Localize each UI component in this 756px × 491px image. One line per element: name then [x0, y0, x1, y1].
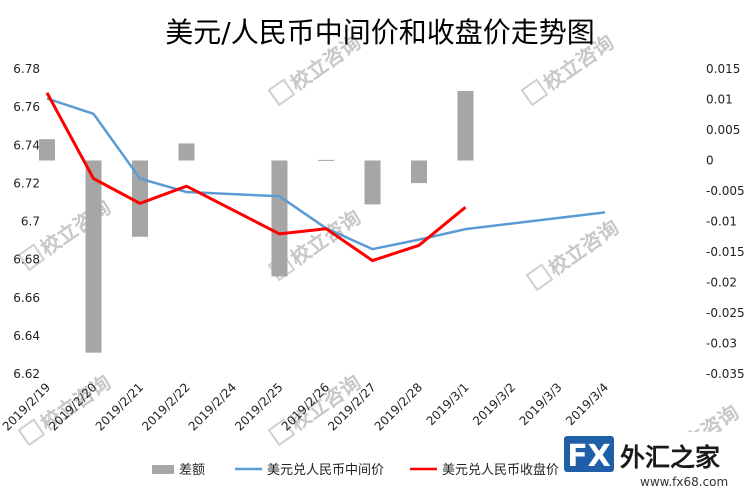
left-axis-tick-label: 6.72 — [13, 176, 40, 190]
x-axis-tick-label: 2019/2/24 — [186, 380, 239, 433]
bar-difference — [364, 160, 381, 205]
bar-difference — [178, 143, 195, 161]
bar-difference — [457, 90, 474, 161]
right-axis-tick-label: 0.01 — [706, 93, 733, 107]
bar-difference — [411, 160, 427, 184]
fx68-logo: FX 外汇之家 www.fx68.com — [560, 432, 756, 491]
watermark-text: 校立咨询 — [286, 205, 365, 271]
x-axis-tick-label: 2019/3/1 — [424, 380, 472, 428]
left-axis-tick-labels: 6.62 6.64 6.66 6.68 6.7 6.72 6.74 6.76 6.78 — [13, 62, 40, 381]
legend-label-mid-price: 美元兑人民币中间价 — [267, 463, 384, 478]
left-axis-tick-label: 6.76 — [13, 100, 40, 114]
bar-difference — [271, 160, 288, 277]
right-axis-tick-label: -0.025 — [706, 306, 745, 320]
bar-difference — [39, 139, 55, 161]
right-axis-tick-labels: -0.035 -0.03 -0.025 -0.02 -0.015 -0.01 -0.005 0… — [706, 62, 745, 381]
logo-url-text: www.fx68.com — [640, 475, 728, 489]
left-axis-tick-label: 6.62 — [13, 367, 40, 381]
right-axis-tick-label: -0.03 — [706, 337, 737, 351]
line-close-price — [45, 92, 467, 263]
legend: 差额 美元兑人民币中间价 美元兑人民币收盘价 — [152, 462, 559, 478]
right-axis-tick-label: 0.015 — [706, 62, 740, 76]
x-axis-tick-label: 2019/3/4 — [563, 380, 611, 428]
bar-difference — [318, 159, 334, 161]
line-series-group — [45, 92, 606, 263]
right-axis-tick-label: -0.02 — [706, 276, 737, 290]
legend-label-difference: 差额 — [179, 463, 205, 478]
right-axis-tick-label: -0.01 — [706, 215, 737, 229]
x-axis-tick-label: 2019/3/2 — [470, 380, 518, 428]
watermark-layer: 校立咨询校立咨询校立咨询校立咨询校立咨询校立咨询校立咨询校立咨询 — [17, 30, 743, 477]
left-axis-tick-label: 6.74 — [13, 138, 40, 152]
logo-fx-text: FX — [567, 439, 611, 474]
line-mid-price — [46, 97, 606, 251]
right-axis-tick-label: -0.005 — [706, 184, 745, 198]
left-axis-tick-label: 6.78 — [13, 62, 40, 76]
bar-series-difference — [39, 90, 474, 353]
x-axis-tick-label: 2019/2/22 — [139, 380, 192, 433]
watermark: 校立咨询 — [525, 215, 623, 292]
left-axis-tick-label: 6.64 — [13, 329, 40, 343]
left-axis-tick-label: 6.68 — [13, 253, 40, 267]
x-axis-tick-label: 2019/3/3 — [517, 380, 565, 428]
right-axis-tick-label: 0.005 — [706, 123, 740, 137]
right-axis-tick-label: 0 — [706, 154, 714, 168]
right-axis-tick-label: -0.015 — [706, 245, 745, 259]
left-axis-tick-label: 6.7 — [21, 215, 40, 229]
x-axis-tick-label: 2019/2/25 — [232, 380, 285, 433]
legend-label-close-price: 美元兑人民币收盘价 — [442, 462, 559, 478]
left-axis-tick-label: 6.66 — [13, 291, 40, 305]
bar-difference — [85, 160, 102, 353]
x-axis-tick-label: 2019/2/28 — [372, 380, 425, 433]
right-axis-tick-label: -0.035 — [706, 367, 745, 381]
legend-swatch-difference — [152, 465, 174, 474]
watermark-text: 校立咨询 — [544, 215, 623, 281]
logo-cn-text: 外汇之家 — [620, 443, 720, 472]
chart-title: 美元/人民币中间价和收盘价走势图 — [165, 16, 594, 49]
watermark-text: 校立咨询 — [36, 195, 115, 261]
